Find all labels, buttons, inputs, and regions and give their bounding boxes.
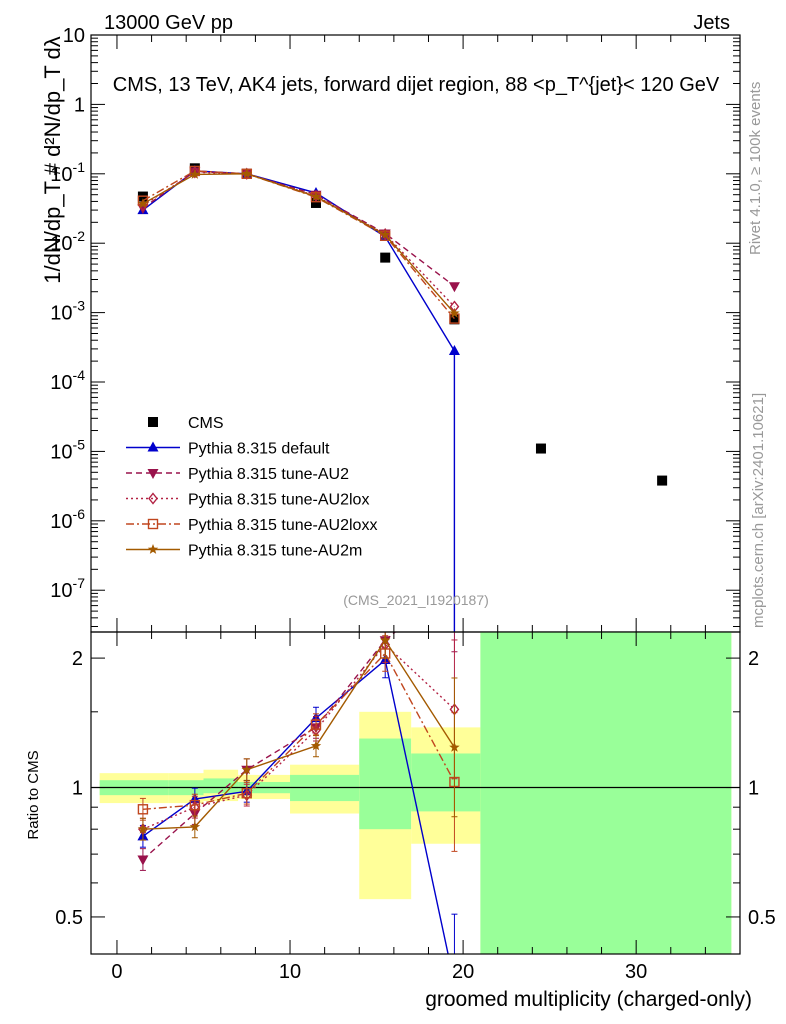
series-5 (137, 168, 460, 318)
data-point (449, 314, 460, 325)
data-point (310, 191, 322, 201)
ratio-line (142, 643, 455, 830)
series-1 (137, 164, 460, 632)
ratio-point (241, 764, 252, 775)
data-point (189, 168, 201, 179)
series-3 (138, 166, 460, 313)
legend-label: Pythia 8.315 tune-AU2m (188, 543, 362, 560)
header-left: 13000 GeV pp (104, 12, 233, 34)
data-point (241, 168, 252, 179)
data-point (448, 344, 460, 355)
legend-marker (147, 441, 159, 452)
legend-label: CMS (188, 415, 224, 432)
legend-marker (148, 492, 158, 505)
data-point (657, 475, 668, 486)
ratio-y-tick-label-right: 1 (748, 778, 759, 800)
legend-label: Pythia 8.315 tune-AU2 (188, 466, 349, 483)
y-tick-label: 10-4 (50, 367, 85, 394)
y-tick-label: 10-1 (50, 159, 85, 186)
data-point (449, 307, 460, 318)
ratio-point (380, 634, 391, 645)
data-point (380, 252, 391, 263)
ratio-point (310, 740, 322, 751)
legend-label: Pythia 8.315 tune-AU2lox (188, 492, 369, 509)
header-right: Jets (693, 12, 730, 34)
ratio-line (142, 652, 456, 810)
y-tick-label: 10-5 (50, 436, 85, 463)
x-tick-label: 10 (279, 961, 301, 983)
y-label-1: 1/dN/dp_T # d²N/dp_T dλ (40, 36, 65, 283)
legend-marker (147, 518, 159, 530)
ratio-point (189, 821, 201, 832)
data-point (189, 166, 200, 179)
uncertainty-band-green (480, 632, 732, 954)
ratio-content (91, 632, 740, 954)
ratio-y-tick-label: 2 (72, 648, 83, 670)
legend-marker (147, 544, 159, 554)
data-point (311, 189, 321, 203)
ratio-y-tick-label-right: 2 (748, 648, 759, 670)
ratio-frame (90, 631, 741, 955)
x-tick-label: 0 (111, 961, 122, 983)
ratio-y-axis-label: Ratio to CMS (25, 750, 42, 839)
series-line (142, 170, 455, 320)
data-point (137, 198, 149, 209)
analysis-tag: (CMS_2021_I1920187) (343, 592, 489, 608)
x-axis-label: groomed multiplicity (charged-only) (425, 988, 752, 1011)
series-4 (137, 165, 460, 324)
y-tick-label: 1 (74, 94, 85, 116)
ratio-point (189, 799, 201, 811)
y-tick-label: 10-2 (50, 228, 85, 255)
ratio-point (241, 788, 252, 799)
plot-title: CMS, 13 TeV, AK4 jets, forward dijet reg… (113, 74, 720, 96)
ratio-line (142, 639, 455, 830)
mcplots-label: mcplots.cern.ch [arXiv:2401.10621] (750, 393, 767, 628)
data-point (448, 282, 460, 293)
uncertainty-band-green (411, 753, 481, 812)
series-0 (137, 163, 668, 486)
ratio-y-tick-label: 0.5 (55, 907, 83, 929)
legend-marker (148, 417, 158, 427)
legend-marker (147, 469, 159, 479)
ratio-y-tick-label-right: 0.5 (748, 907, 776, 929)
legend-label: Pythia 8.315 default (188, 441, 330, 458)
uncertainty-band-green (359, 738, 412, 830)
y-tick-label: 10-7 (50, 575, 85, 602)
legend: CMS Pythia 8.315 default Pythia 8.315 tune… (126, 415, 377, 560)
main-panel: 10 1 10-1 10-2 10-3 10-4 10-5 10-6 10-7 CMS, 13 T… (50, 25, 741, 633)
ratio-point (137, 823, 149, 834)
data-point (380, 228, 391, 241)
legend-label: Pythia 8.315 tune-AU2loxx (188, 517, 377, 534)
ratio-point (137, 804, 149, 815)
data-point (380, 229, 391, 240)
y-tick-label: 10-6 (50, 506, 85, 533)
main-y-axis-label: 1/dN/dp_T # d²N/dp_T dλ (40, 36, 65, 283)
rivet-label: Rivet 4.1.0, ≥ 100k events (747, 82, 764, 255)
x-tick-label: 20 (452, 961, 474, 983)
ratio-panel: 0.5 0.51 12 20 10 20 30 (55, 631, 776, 983)
y-tick-label: 10 (63, 25, 85, 47)
series-line (142, 173, 455, 314)
ratio-point (137, 855, 149, 866)
data-point (310, 197, 321, 208)
ratio-y-tick-label: 1 (72, 778, 83, 800)
series-line (142, 171, 455, 308)
series-line (142, 170, 456, 632)
y-tick-label: 10-3 (50, 298, 85, 325)
ratio-series-4 (137, 632, 460, 841)
ratio-point (310, 719, 322, 730)
x-tick-label: 30 (625, 961, 647, 983)
ratio-point (449, 741, 460, 752)
series-2 (137, 167, 460, 293)
data-point (535, 443, 546, 454)
